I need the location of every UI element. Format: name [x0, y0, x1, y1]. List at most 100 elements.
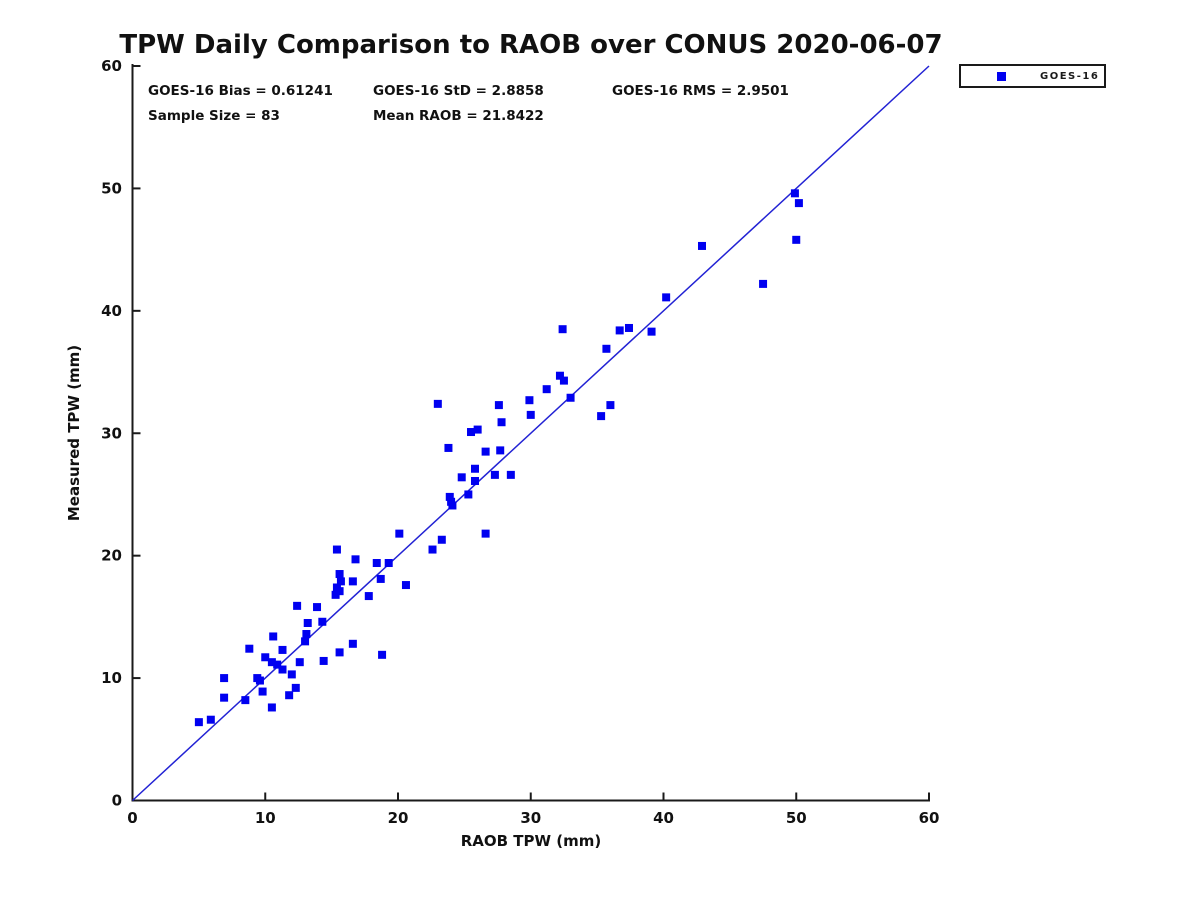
data-point	[301, 637, 310, 646]
data-point	[433, 399, 442, 408]
data-point	[497, 418, 506, 427]
y-tick-label: 50	[101, 179, 122, 197]
x-tick-label: 20	[388, 809, 409, 827]
data-point	[615, 326, 624, 335]
data-point	[245, 644, 254, 653]
data-point	[481, 447, 490, 456]
data-point	[206, 715, 215, 724]
data-point	[558, 325, 567, 334]
y-tick-label: 20	[101, 547, 122, 565]
data-point	[318, 617, 327, 626]
data-point	[319, 656, 328, 665]
identity-line	[131, 65, 930, 802]
stat-std: GOES-16 StD = 2.8858	[373, 83, 544, 99]
data-point	[384, 559, 393, 568]
data-point	[241, 696, 250, 705]
data-point	[566, 393, 575, 402]
data-point	[555, 371, 564, 380]
data-point	[445, 492, 454, 501]
y-tick-label: 40	[101, 302, 122, 320]
legend-marker-icon	[997, 71, 1006, 81]
y-axis-label: Measured TPW (mm)	[65, 345, 83, 521]
data-point	[647, 327, 656, 336]
axes: 0 10 20 30 40 50 60 0 10 20 30 40 50 60	[101, 57, 939, 827]
data-point	[662, 293, 671, 302]
data-point	[364, 592, 373, 601]
data-point	[269, 632, 278, 641]
data-point	[490, 470, 499, 479]
data-point	[792, 235, 801, 244]
data-point	[464, 490, 473, 499]
data-point	[437, 535, 446, 544]
data-point	[448, 501, 457, 510]
data-point	[261, 653, 270, 662]
data-point	[470, 464, 479, 473]
data-point	[457, 473, 466, 482]
chart-title: TPW Daily Comparison to RAOB over CONUS …	[119, 30, 942, 60]
data-point	[444, 443, 453, 452]
data-point	[697, 241, 706, 250]
data-point	[602, 344, 611, 353]
data-point	[267, 703, 276, 712]
data-point	[525, 396, 534, 405]
data-point	[348, 577, 357, 586]
data-point	[624, 323, 633, 332]
data-point	[372, 559, 381, 568]
data-point	[790, 189, 799, 198]
data-point	[287, 670, 296, 679]
data-point	[496, 446, 505, 455]
data-point	[467, 428, 476, 437]
data-point	[303, 618, 312, 627]
data-point	[506, 470, 515, 479]
legend-series-label: GOES-16	[1040, 70, 1100, 82]
stat-sample-size: Sample Size = 83	[148, 108, 280, 124]
data-point	[351, 555, 360, 564]
y-tick-label: 0	[112, 792, 122, 810]
x-tick-label: 10	[255, 809, 276, 827]
stat-bias: GOES-16 Bias = 0.61241	[148, 83, 333, 99]
data-point	[335, 570, 344, 579]
data-point	[313, 603, 322, 612]
data-point	[481, 529, 490, 538]
x-tick-label: 0	[127, 809, 137, 827]
data-point	[597, 412, 606, 421]
data-point	[376, 574, 385, 583]
data-point	[273, 660, 282, 669]
data-point	[258, 687, 267, 696]
data-point	[285, 691, 294, 700]
stat-rms: GOES-16 RMS = 2.9501	[612, 83, 789, 99]
data-point	[428, 545, 437, 554]
x-tick-label: 40	[653, 809, 674, 827]
data-point	[759, 279, 768, 288]
data-point	[267, 658, 276, 667]
legend: GOES-16	[959, 64, 1106, 88]
x-tick-label: 50	[786, 809, 807, 827]
data-point	[291, 683, 300, 692]
data-point	[331, 590, 340, 599]
y-tick-label: 30	[101, 424, 122, 442]
data-point	[470, 476, 479, 485]
data-point	[542, 385, 551, 394]
data-points-layer	[131, 65, 930, 802]
y-tick-label: 10	[101, 669, 122, 687]
data-point	[220, 693, 229, 702]
data-point	[295, 658, 304, 667]
data-point	[395, 529, 404, 538]
data-point	[473, 425, 482, 434]
data-point	[401, 581, 410, 590]
data-point	[606, 401, 615, 410]
data-point	[794, 199, 803, 208]
data-point	[336, 577, 345, 586]
data-point	[332, 545, 341, 554]
y-tick-label: 60	[101, 57, 122, 75]
data-point	[220, 674, 229, 683]
stat-mean-raob: Mean RAOB = 21.8422	[373, 108, 544, 124]
x-tick-label: 60	[919, 809, 940, 827]
data-point	[559, 376, 568, 385]
data-point	[194, 718, 203, 727]
data-point	[293, 601, 302, 610]
data-point	[278, 645, 287, 654]
x-tick-label: 30	[520, 809, 541, 827]
